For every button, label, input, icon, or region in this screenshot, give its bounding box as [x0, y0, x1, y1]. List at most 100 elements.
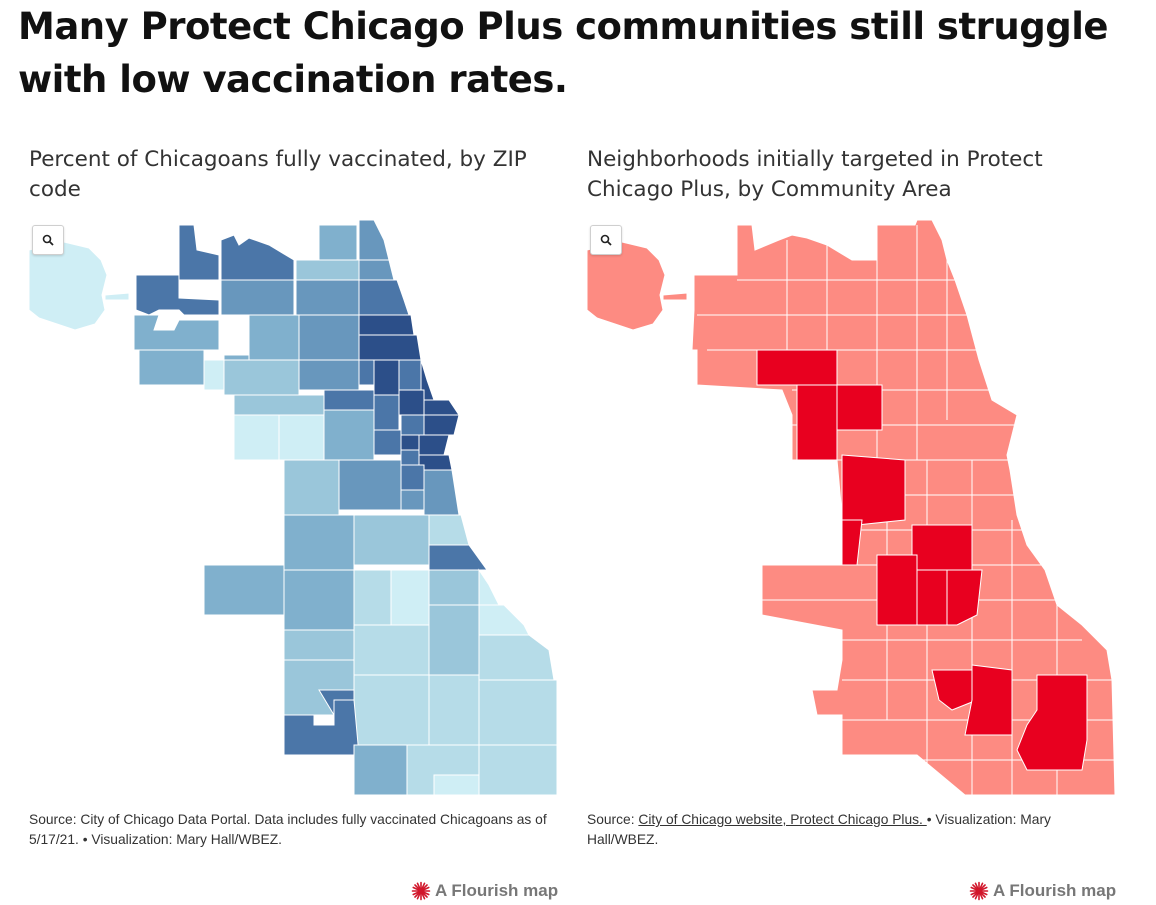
- zip-area: [428, 604, 480, 676]
- zip-area: [353, 744, 408, 795]
- zip-area: [353, 569, 392, 626]
- zip-area: [478, 604, 530, 636]
- source-note: Source: City of Chicago Data Portal. Dat…: [29, 812, 547, 847]
- zip-area: [400, 489, 425, 511]
- target-community-area: [796, 384, 838, 461]
- zip-area: [298, 359, 360, 391]
- zip-area: [428, 569, 485, 606]
- target-community-area: [946, 569, 983, 626]
- zip-area: [323, 389, 375, 411]
- target-community-area: [756, 349, 838, 386]
- zip-area: [358, 359, 375, 386]
- target-community-area: [1016, 674, 1088, 771]
- vaccination-map-panel: Percent of Chicagoans fully vaccinated, …: [29, 145, 558, 905]
- zip-area: [353, 624, 430, 676]
- zip-area: [423, 469, 460, 516]
- zip-area: [353, 674, 430, 746]
- source-suffix: • Visualization: Mary Hall/WBEZ.: [587, 812, 1051, 847]
- zip-area: [220, 234, 295, 281]
- zip-area: [400, 464, 425, 491]
- zip-area: [203, 359, 225, 391]
- target-community-area: [841, 519, 863, 566]
- target-community-map[interactable]: [587, 220, 1115, 795]
- vaccination-map-svg[interactable]: [29, 220, 557, 795]
- zip-area: [295, 279, 360, 316]
- zoom-button[interactable]: [32, 225, 64, 255]
- zip-area: [104, 292, 130, 301]
- source-prefix: Source:: [587, 812, 639, 827]
- flourish-credit-link[interactable]: A Flourish map: [969, 880, 1116, 902]
- zip-area: [390, 569, 430, 626]
- zip-area: [428, 544, 488, 571]
- target-community-area: [931, 669, 978, 711]
- zip-area: [428, 674, 480, 746]
- target-community-area: [841, 454, 906, 526]
- zip-area: [358, 279, 410, 316]
- flourish-credit-text: A Flourish map: [435, 881, 559, 900]
- target-map-svg[interactable]: [587, 220, 1115, 795]
- flourish-credit-link[interactable]: A Flourish map: [411, 880, 558, 902]
- community-area: [662, 292, 688, 301]
- zip-area: [233, 414, 280, 461]
- zip-area: [295, 259, 360, 281]
- zip-area: [283, 514, 355, 571]
- zip-area: [400, 434, 420, 451]
- target-community-area: [836, 384, 883, 431]
- zip-area: [318, 224, 358, 261]
- zip-area: [373, 394, 400, 431]
- target-community-area: [964, 664, 1013, 736]
- zip-area: [358, 314, 415, 336]
- zip-area: [478, 568, 500, 606]
- zip-area: [223, 359, 300, 396]
- target-community-area: [876, 554, 918, 626]
- zip-area: [220, 279, 295, 316]
- zip-area: [400, 449, 420, 466]
- target-community-area: [916, 569, 948, 626]
- search-icon: [42, 234, 54, 246]
- zoom-button[interactable]: [590, 225, 622, 255]
- zip-area: [283, 569, 355, 631]
- zip-area: [353, 514, 430, 566]
- vaccination-map-subtitle: Percent of Chicagoans fully vaccinated, …: [29, 147, 527, 202]
- flourish-logo-icon: [411, 881, 431, 901]
- zip-area: [373, 359, 400, 396]
- zip-area: [248, 314, 300, 361]
- zip-area: [398, 389, 425, 416]
- zip-area: [433, 774, 480, 795]
- zip-area: [423, 399, 460, 416]
- flourish-logo-icon: [969, 881, 989, 901]
- zip-area: [358, 259, 395, 281]
- target-map-panel: Neighborhoods initially targeted in Prot…: [587, 145, 1116, 905]
- zip-area: [283, 629, 355, 661]
- zip-area: [283, 459, 340, 516]
- zip-area: [135, 274, 220, 316]
- page-title: Many Protect Chicago Plus communities st…: [18, 5, 1108, 101]
- zip-area: [478, 679, 557, 746]
- zip-area: [400, 414, 425, 436]
- source-note: Source: City of Chicago website, Protect…: [587, 810, 1115, 850]
- zip-area: [29, 241, 108, 331]
- flourish-credit-text: A Flourish map: [993, 881, 1117, 900]
- zip-area: [323, 409, 375, 461]
- zip-area: [478, 744, 557, 795]
- target-map-subtitle: Neighborhoods initially targeted in Prot…: [587, 147, 1043, 202]
- zip-area: [203, 564, 285, 616]
- community-area: [587, 241, 666, 331]
- zip-area: [278, 414, 325, 461]
- zip-area: [358, 220, 390, 261]
- zip-area: [133, 314, 220, 351]
- zip-area: [283, 699, 360, 756]
- zip-area: [478, 634, 555, 681]
- zip-area: [233, 394, 325, 416]
- zip-area: [373, 429, 402, 456]
- zip-area: [428, 514, 470, 546]
- zip-area: [338, 459, 402, 511]
- zip-area: [423, 414, 460, 436]
- vaccination-zip-map[interactable]: [29, 220, 557, 795]
- zip-area: [178, 224, 220, 281]
- source-link[interactable]: City of Chicago website, Protect Chicago…: [638, 812, 927, 827]
- zip-area: [358, 334, 422, 361]
- zip-area: [298, 314, 360, 361]
- search-icon: [600, 234, 612, 246]
- zip-area: [418, 434, 450, 456]
